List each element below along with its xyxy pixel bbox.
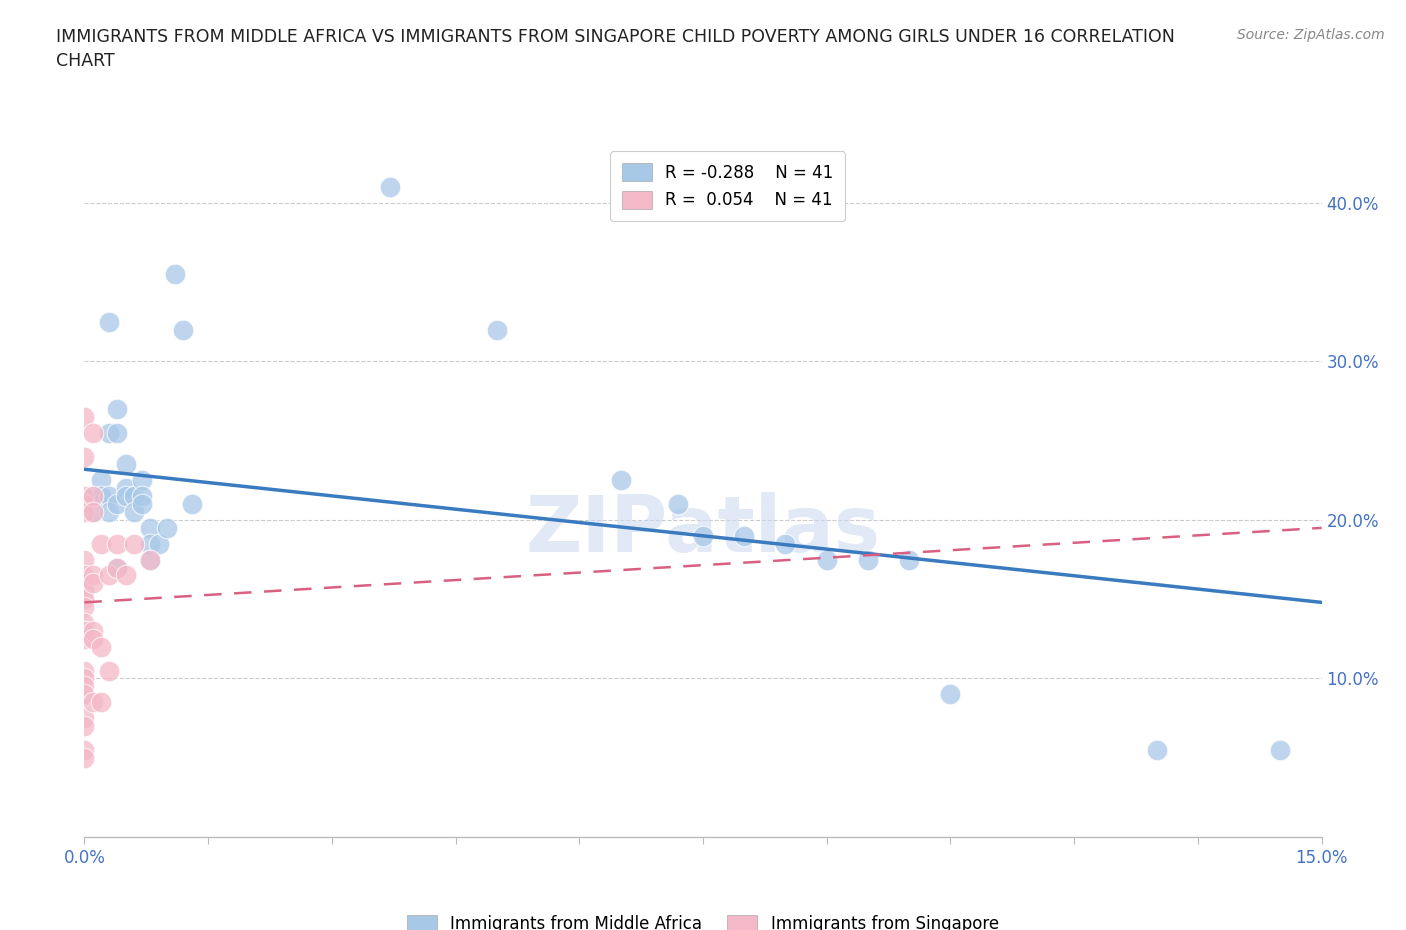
Point — [73, 751, 96, 765]
Point — [73, 497, 96, 512]
Point — [82, 576, 104, 591]
Point — [73, 742, 96, 757]
Point — [73, 719, 96, 734]
Point — [90, 489, 112, 504]
Legend: Immigrants from Middle Africa, Immigrants from Singapore: Immigrants from Middle Africa, Immigrant… — [401, 908, 1005, 930]
Point — [73, 616, 96, 631]
Point — [856, 552, 879, 567]
Text: Source: ZipAtlas.com: Source: ZipAtlas.com — [1237, 28, 1385, 42]
Point — [82, 631, 104, 646]
Point — [1146, 742, 1168, 757]
Point — [666, 497, 689, 512]
Text: ZIPatlas: ZIPatlas — [526, 492, 880, 568]
Point — [82, 489, 104, 504]
Point — [131, 497, 153, 512]
Point — [114, 489, 136, 504]
Point — [73, 663, 96, 678]
Point — [105, 560, 128, 575]
Point — [139, 521, 162, 536]
Point — [73, 711, 96, 725]
Point — [73, 600, 96, 615]
Point — [692, 528, 714, 543]
Point — [73, 449, 96, 464]
Point — [82, 425, 104, 440]
Point — [73, 489, 96, 504]
Point — [122, 505, 145, 520]
Point — [98, 505, 121, 520]
Point — [73, 591, 96, 606]
Point — [139, 552, 162, 567]
Point — [378, 179, 401, 194]
Point — [105, 497, 128, 512]
Point — [114, 457, 136, 472]
Point — [105, 537, 128, 551]
Point — [165, 267, 187, 282]
Point — [90, 537, 112, 551]
Point — [815, 552, 838, 567]
Point — [90, 472, 112, 487]
Point — [939, 687, 962, 702]
Point — [98, 425, 121, 440]
Point — [98, 314, 121, 329]
Point — [122, 537, 145, 551]
Text: IMMIGRANTS FROM MIDDLE AFRICA VS IMMIGRANTS FROM SINGAPORE CHILD POVERTY AMONG G: IMMIGRANTS FROM MIDDLE AFRICA VS IMMIGRA… — [56, 28, 1175, 70]
Point — [82, 505, 104, 520]
Point — [73, 679, 96, 694]
Point — [82, 505, 104, 520]
Point — [73, 623, 96, 638]
Point — [82, 623, 104, 638]
Point — [898, 552, 921, 567]
Point — [609, 472, 631, 487]
Point — [73, 671, 96, 686]
Point — [90, 639, 112, 654]
Point — [98, 663, 121, 678]
Point — [73, 584, 96, 599]
Point — [73, 576, 96, 591]
Point — [156, 521, 179, 536]
Point — [485, 323, 508, 338]
Point — [73, 687, 96, 702]
Point — [105, 560, 128, 575]
Point — [122, 489, 145, 504]
Point — [131, 489, 153, 504]
Point — [82, 695, 104, 710]
Point — [98, 489, 121, 504]
Point — [73, 505, 96, 520]
Point — [733, 528, 755, 543]
Point — [775, 537, 797, 551]
Point — [139, 537, 162, 551]
Point — [114, 568, 136, 583]
Point — [73, 552, 96, 567]
Point — [105, 425, 128, 440]
Point — [172, 323, 194, 338]
Point — [82, 489, 104, 504]
Point — [73, 409, 96, 424]
Point — [180, 497, 202, 512]
Point — [1270, 742, 1292, 757]
Point — [114, 481, 136, 496]
Point — [73, 631, 96, 646]
Point — [73, 568, 96, 583]
Point — [139, 552, 162, 567]
Point — [148, 537, 170, 551]
Point — [98, 568, 121, 583]
Point — [82, 568, 104, 583]
Point — [105, 402, 128, 417]
Point — [131, 472, 153, 487]
Point — [90, 695, 112, 710]
